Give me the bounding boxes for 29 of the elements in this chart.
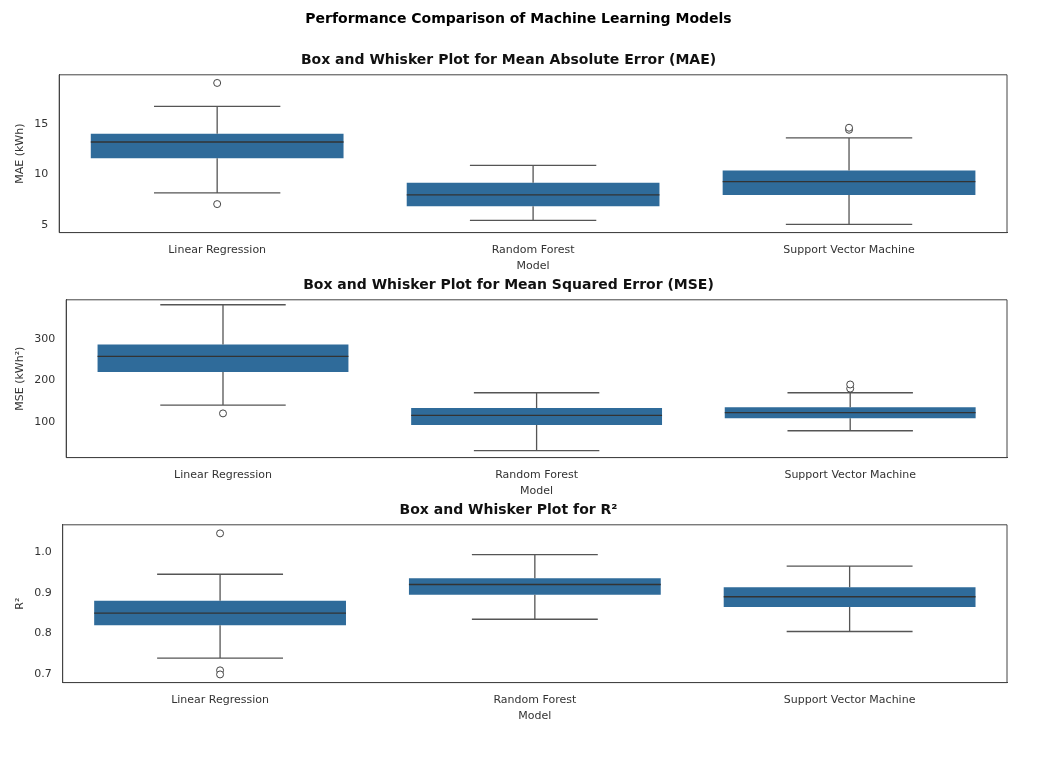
y-tick-label: 5 <box>41 218 49 232</box>
y-axis-title: R² <box>13 597 27 610</box>
x-tick-label: Support Vector Machine <box>783 693 916 707</box>
y-axis-title: MSE (kWh²) <box>13 346 27 411</box>
chart-subtitle: Box and Whisker Plot for Mean Absolute Error (MAE) <box>300 51 717 68</box>
x-tick-label: Random Forest <box>495 468 579 482</box>
y-tick-label: 1.0 <box>34 544 52 558</box>
x-tick-label: Support Vector Machine <box>784 468 917 482</box>
x-axis-title: Model <box>520 484 554 498</box>
chart-title: Performance Comparison of Machine Learning Models <box>304 9 733 28</box>
x-axis-title: Model <box>516 259 550 273</box>
x-tick-label: Random Forest <box>493 693 577 707</box>
y-tick-label: 200 <box>34 373 56 387</box>
y-tick-label: 300 <box>34 331 56 345</box>
y-axis-title: MAE (kWh) <box>13 123 27 184</box>
x-axis-title: Model <box>518 709 552 723</box>
y-tick-label: 15 <box>34 116 49 130</box>
chart-title: Box and Whisker Plot for Mean Squared Error (MSE) <box>303 276 714 293</box>
y-tick-label: 0.8 <box>34 626 52 640</box>
x-tick-label: Linear Regression <box>168 243 267 257</box>
y-tick-label: 0.9 <box>34 585 52 599</box>
x-tick-label: Random Forest <box>491 243 576 257</box>
x-tick-label: Linear Regression <box>174 468 272 482</box>
y-tick-label: 100 <box>34 414 56 428</box>
y-tick-label: 0.7 <box>34 667 52 681</box>
chart-title: Box and Whisker Plot for R² <box>399 501 618 518</box>
x-tick-label: Linear Regression <box>171 693 270 707</box>
y-tick-label: 10 <box>34 167 49 181</box>
x-tick-label: Support Vector Machine <box>783 243 916 257</box>
